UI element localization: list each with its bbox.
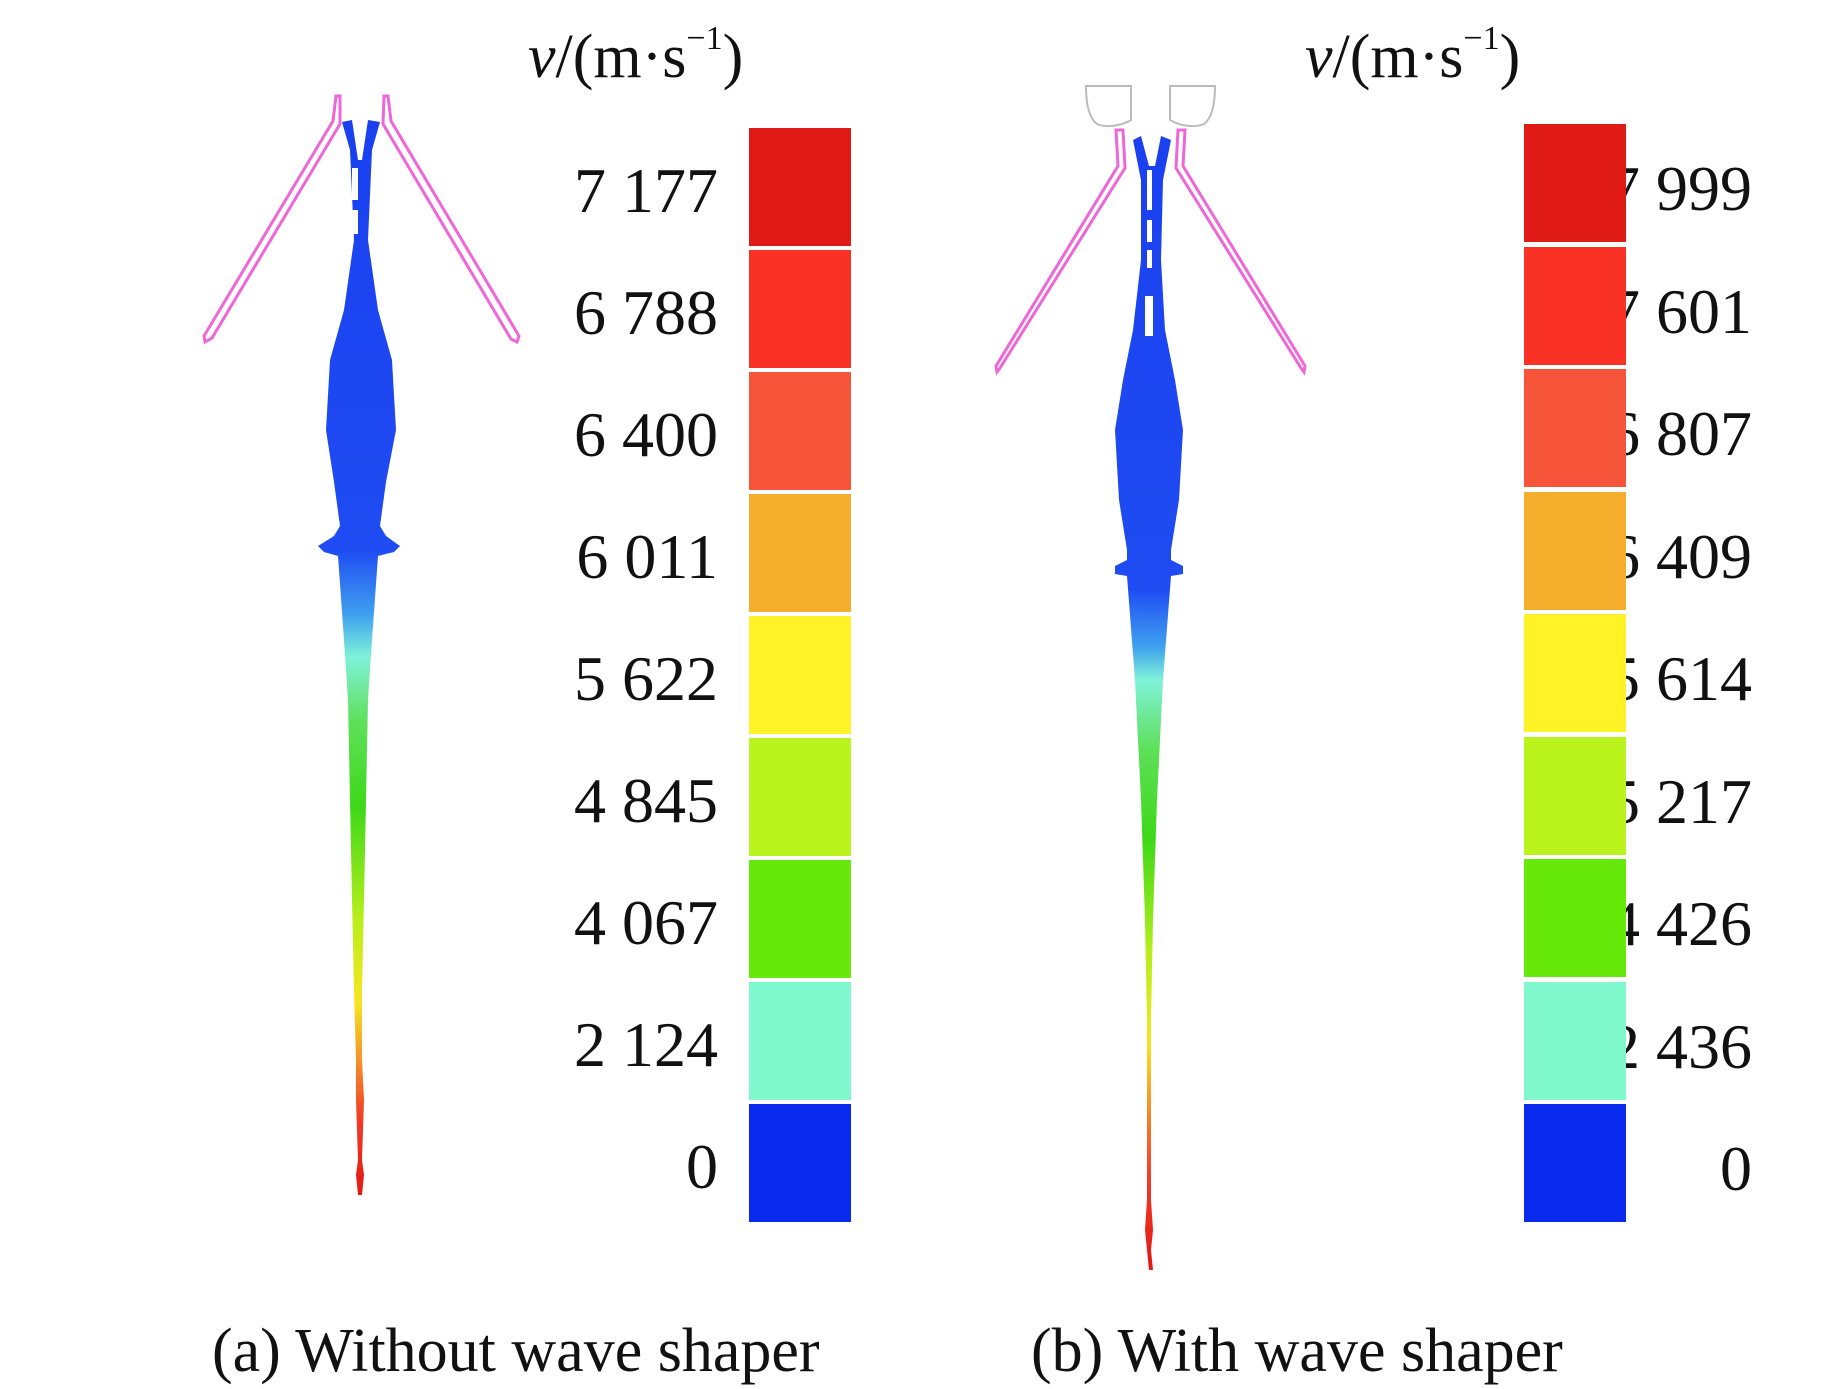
scale-label: 5 217 — [1608, 766, 1752, 837]
unit-label: v/(m·s−1) — [1305, 22, 1520, 93]
color-swatch — [749, 128, 851, 246]
color-swatch — [749, 1104, 851, 1222]
caption-a: (a) Without wave shaper — [212, 1317, 820, 1385]
scale-label: 6 011 — [576, 521, 718, 592]
unit-close: ) — [1499, 23, 1521, 91]
color-swatch — [1524, 124, 1626, 242]
unit-open: /(m·s — [555, 23, 687, 91]
color-swatch — [749, 738, 851, 856]
unit-var: v — [1305, 23, 1333, 91]
scale-label: 6 400 — [574, 399, 718, 470]
scale-label: 5 622 — [574, 643, 718, 714]
scale-label: 2 124 — [574, 1009, 718, 1080]
scale-label: 6 807 — [1608, 398, 1752, 469]
scale-label: 5 614 — [1608, 643, 1752, 714]
color-swatch — [1524, 982, 1626, 1100]
unit-exp: −1 — [686, 20, 723, 57]
color-swatch — [1524, 369, 1626, 487]
color-swatch — [1524, 859, 1626, 977]
scale-label: 4 845 — [574, 765, 718, 836]
color-swatch — [1524, 614, 1626, 732]
color-swatch — [1524, 1104, 1626, 1222]
scale-label: 4 426 — [1608, 888, 1752, 959]
color-swatch — [1524, 737, 1626, 855]
jet-simulation-a — [202, 94, 521, 1195]
color-swatch — [749, 494, 851, 612]
color-swatch — [749, 372, 851, 490]
caption-b: (b) With wave shaper — [1031, 1317, 1563, 1385]
color-swatch — [749, 250, 851, 368]
scale-label: 2 436 — [1608, 1011, 1752, 1082]
color-swatch — [1524, 247, 1626, 365]
scale-label: 7 999 — [1608, 153, 1752, 224]
color-swatch — [749, 982, 851, 1100]
scale-label: 0 — [1720, 1133, 1752, 1204]
panel-a: v/(m·s−1) 7 177 6 788 6 400 6 011 5 622 … — [0, 0, 921, 1389]
jet-simulation-b — [994, 85, 1307, 1270]
scale-label: 0 — [686, 1131, 718, 1202]
unit-var: v — [528, 23, 556, 91]
scale-label: 7 177 — [574, 155, 718, 226]
unit-label: v/(m·s−1) — [528, 22, 743, 93]
unit-open: /(m·s — [1332, 23, 1464, 91]
scale-label: 4 067 — [574, 887, 718, 958]
scale-label: 6 788 — [574, 277, 718, 348]
scale-label: 7 601 — [1608, 276, 1752, 347]
scale-label: 6 409 — [1608, 521, 1752, 592]
color-swatch — [749, 860, 851, 978]
color-swatch — [1524, 492, 1626, 610]
panel-b: v/(m·s−1) 7 999 7 601 6 807 6 409 5 614 … — [921, 0, 1843, 1389]
unit-exp: −1 — [1463, 20, 1500, 57]
unit-close: ) — [722, 23, 744, 91]
color-swatch — [749, 616, 851, 734]
